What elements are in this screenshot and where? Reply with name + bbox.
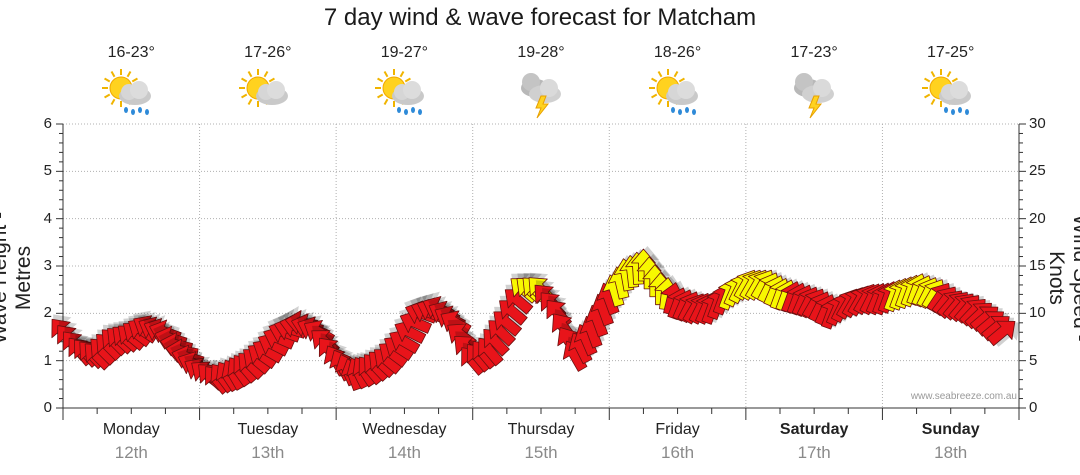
wind-arrow — [986, 320, 1020, 347]
day-label: Saturday — [779, 421, 849, 438]
storm-icon — [511, 66, 571, 124]
y-tick-label-right: 15 — [1029, 257, 1046, 274]
day-label: Wednesday — [362, 421, 447, 438]
date-label: 15th — [524, 443, 558, 462]
y-tick-label-right: 0 — [1029, 399, 1038, 416]
y-tick-label-left: 6 — [43, 115, 52, 132]
date-label: 16th — [661, 443, 695, 462]
date-label: 14th — [387, 443, 421, 462]
y-tick-label-right: 30 — [1029, 115, 1046, 132]
day-temperature: 19-27° — [380, 44, 429, 61]
storm-icon — [784, 66, 844, 124]
sun-cloud-rain-icon — [374, 66, 434, 124]
credit-text: www.seabreeze.com.au — [910, 391, 1017, 402]
day-label: Friday — [655, 421, 700, 438]
sun-cloud-rain-icon — [921, 66, 981, 124]
day-label: Tuesday — [237, 421, 299, 438]
y-tick-label-right: 5 — [1029, 351, 1038, 369]
day-label: Sunday — [921, 421, 980, 438]
chart-title: 7 day wind & wave forecast for Matcham — [323, 4, 757, 31]
date-label: 17th — [797, 443, 831, 462]
wind-arrows — [51, 246, 1020, 395]
sun-cloud-rain-icon — [648, 66, 708, 124]
y-tick-label-left: 5 — [43, 162, 52, 180]
day-temperature: 17-23° — [790, 44, 838, 61]
y-tick-label-left: 1 — [43, 351, 52, 369]
y-tick-label-left: 4 — [43, 209, 52, 227]
y-tick-label-right: 10 — [1029, 304, 1046, 322]
y-tick-label-right: 20 — [1029, 209, 1046, 227]
day-label: Monday — [102, 421, 160, 438]
date-label: 18th — [934, 443, 968, 462]
y-tick-label-left: 0 — [43, 399, 52, 416]
day-temperature: 19-28° — [517, 44, 565, 61]
y-tick-label-left: 2 — [43, 304, 52, 322]
day-temperature: 17-26° — [244, 44, 292, 61]
day-temperature: 18-26° — [653, 44, 702, 61]
day-temperature: 16-23° — [107, 44, 155, 61]
y-tick-label-left: 3 — [43, 257, 52, 274]
day-temperature: 17-25° — [927, 44, 975, 61]
date-label: 12th — [114, 443, 148, 462]
sun-cloud-icon — [238, 66, 298, 124]
sun-cloud-rain-icon — [101, 66, 161, 124]
y-tick-label-right: 25 — [1029, 162, 1046, 180]
day-label: Thursday — [507, 421, 575, 438]
date-label: 13th — [251, 443, 285, 462]
